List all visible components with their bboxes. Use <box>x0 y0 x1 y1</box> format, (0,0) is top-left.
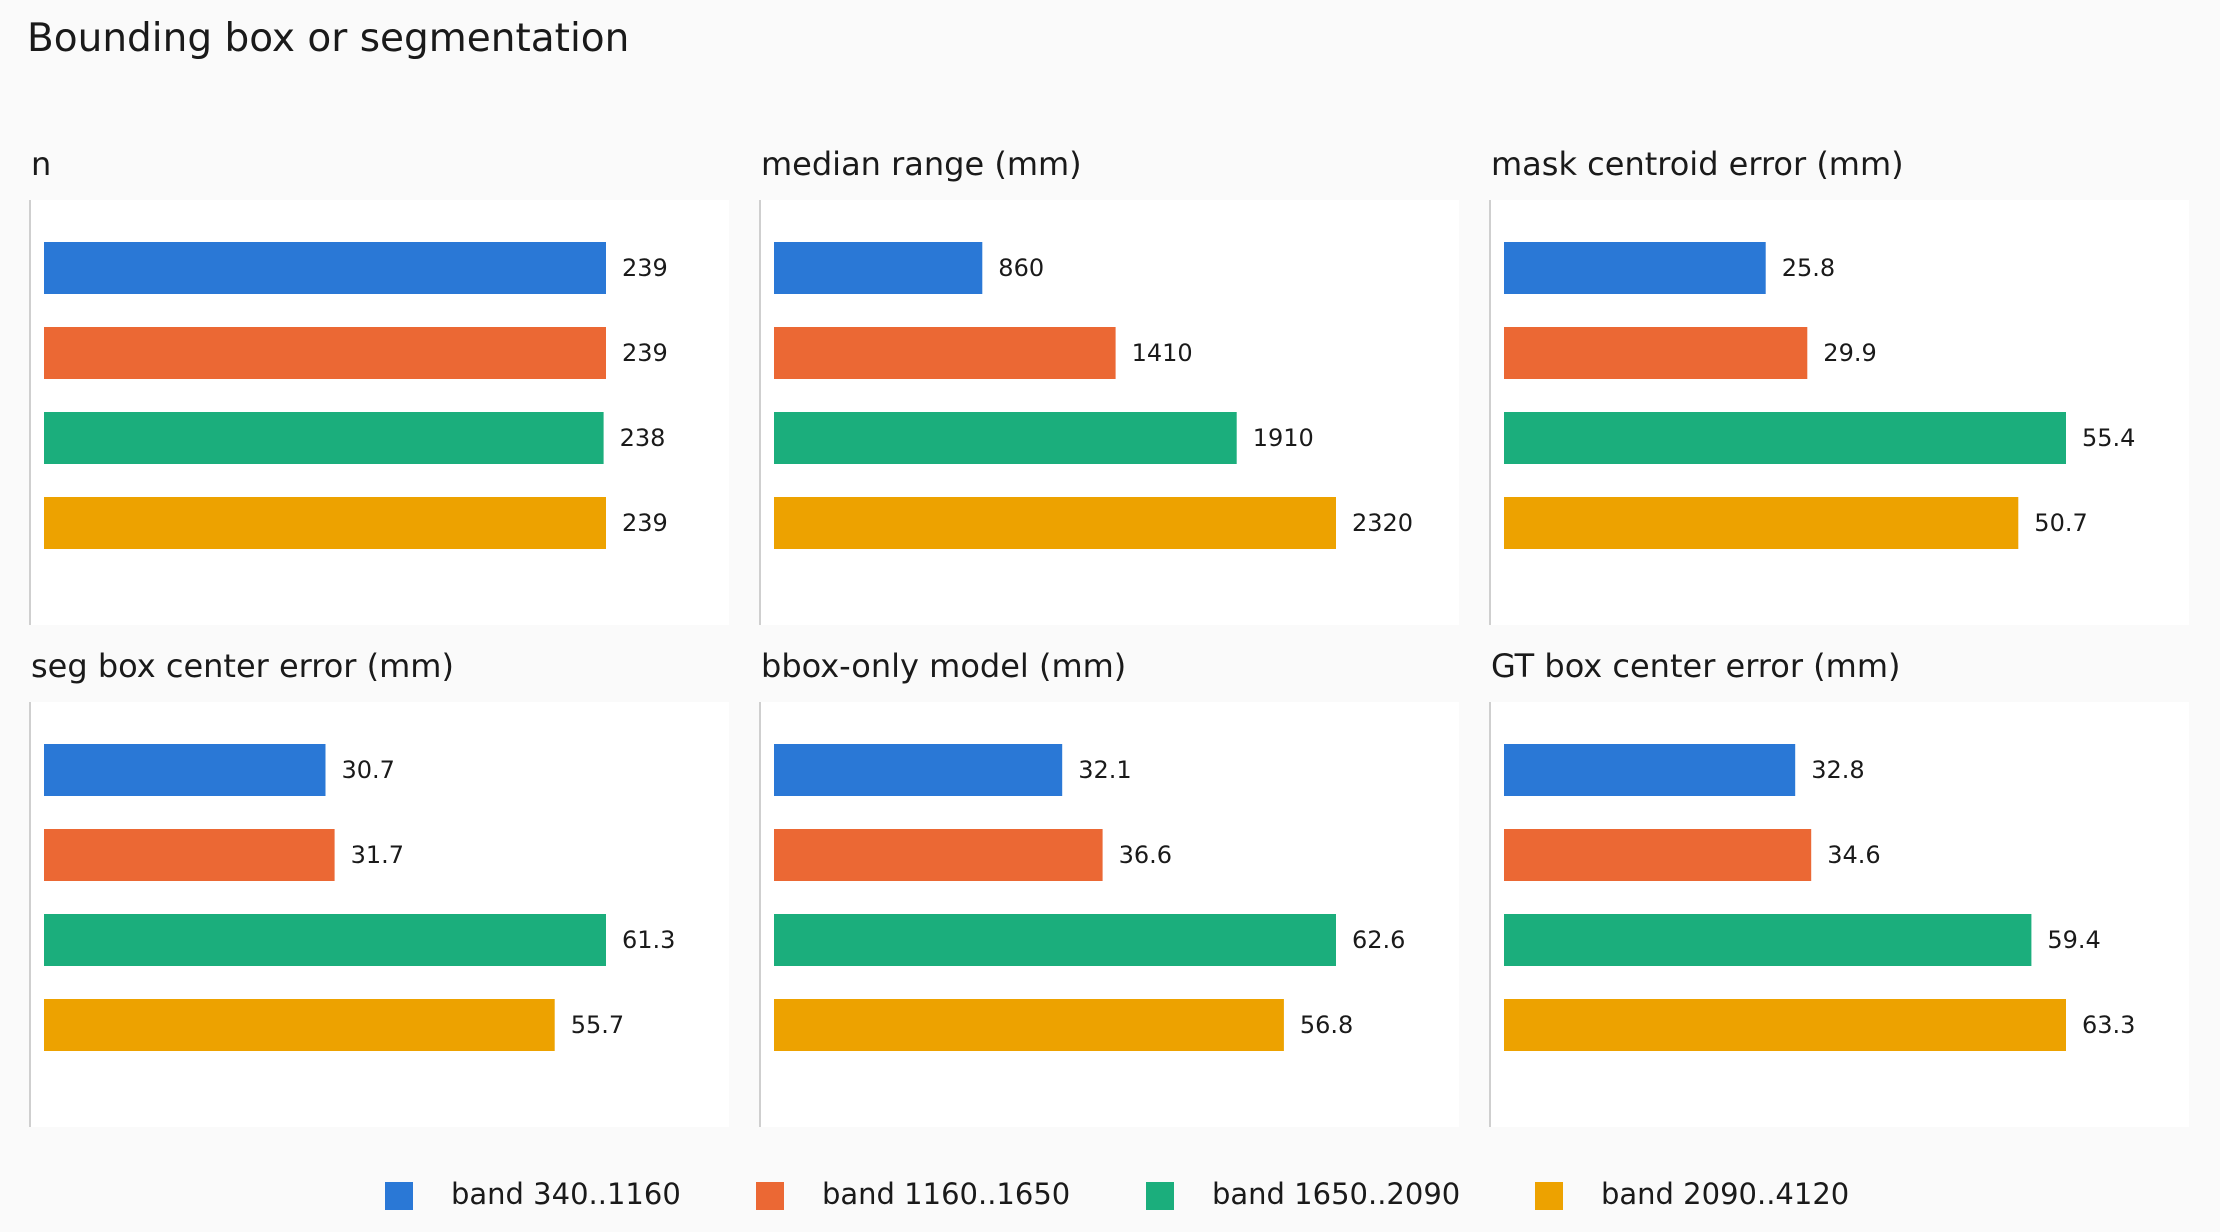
legend-label: band 2090..4120 <box>1601 1177 1850 1211</box>
legend-swatch <box>756 1182 784 1210</box>
panel-title: seg box center error (mm) <box>31 647 454 685</box>
panel-title: n <box>31 145 52 183</box>
chart-panel: median range (mm) 860 1410 1910 2320 <box>759 145 1459 635</box>
data-label: 50.7 <box>2034 509 2087 537</box>
figure-title: Bounding box or segmentation <box>27 16 630 61</box>
bar <box>774 242 983 294</box>
bar <box>44 242 606 294</box>
legend-swatch <box>1146 1182 1174 1210</box>
data-label: 239 <box>622 509 668 537</box>
bar-chart: 32.8 34.6 59.4 63.3 <box>1504 744 2135 1051</box>
data-label: 32.1 <box>1078 756 1131 784</box>
plot-area: 25.8 29.9 55.4 50.7 <box>1489 200 2189 625</box>
bar <box>1504 999 2066 1051</box>
data-label: 55.7 <box>571 1011 624 1039</box>
bar-chart: 30.7 31.7 61.3 55.7 <box>44 744 675 1051</box>
legend: band 340..1160 band 1160..1650 band 1650… <box>0 1175 2220 1215</box>
chart-panel: GT box center error (mm) 32.8 34.6 59.4 63.3 <box>1489 647 2189 1137</box>
data-label: 239 <box>622 339 668 367</box>
legend-label: band 1160..1650 <box>822 1177 1071 1211</box>
bar-chart: 860 1410 1910 2320 <box>774 242 1413 549</box>
legend-swatch <box>1535 1182 1563 1210</box>
data-label: 2320 <box>1352 509 1413 537</box>
panel-title: mask centroid error (mm) <box>1491 145 1904 183</box>
bar <box>1504 242 1766 294</box>
legend-label: band 340..1160 <box>451 1177 681 1211</box>
chart-panel: seg box center error (mm) 30.7 31.7 61.3 55.… <box>29 647 729 1137</box>
bar <box>1504 744 1796 796</box>
plot-area: 32.8 34.6 59.4 63.3 <box>1489 702 2189 1127</box>
data-label: 32.8 <box>1811 756 1864 784</box>
data-label: 56.8 <box>1300 1011 1353 1039</box>
bar <box>44 327 606 379</box>
bar <box>44 744 326 796</box>
bar-chart: 25.8 29.9 55.4 50.7 <box>1504 242 2135 549</box>
bar <box>44 829 335 881</box>
bar <box>1504 497 2019 549</box>
panel-title: median range (mm) <box>761 145 1082 183</box>
data-label: 29.9 <box>1823 339 1876 367</box>
panel-title: bbox-only model (mm) <box>761 647 1127 685</box>
bar <box>774 327 1116 379</box>
bar <box>44 497 606 549</box>
panel-title: GT box center error (mm) <box>1491 647 1901 685</box>
bar <box>1504 327 1808 379</box>
bar <box>44 999 555 1051</box>
bar <box>774 412 1237 464</box>
bar <box>1504 914 2032 966</box>
plot-area: 32.1 36.6 62.6 56.8 <box>759 702 1459 1127</box>
plot-area: 30.7 31.7 61.3 55.7 <box>29 702 729 1127</box>
bar <box>774 829 1103 881</box>
data-label: 36.6 <box>1119 841 1172 869</box>
chart-panel: bbox-only model (mm) 32.1 36.6 62.6 56.8 <box>759 647 1459 1137</box>
plot-area: 239 239 238 239 <box>29 200 729 625</box>
chart-panel: mask centroid error (mm) 25.8 29.9 55.4 50.7 <box>1489 145 2189 635</box>
data-label: 59.4 <box>2047 926 2100 954</box>
bar <box>774 497 1336 549</box>
chart-panel: n 239 239 238 239 <box>29 145 729 635</box>
bar <box>44 914 606 966</box>
plot-area: 860 1410 1910 2320 <box>759 200 1459 625</box>
bar <box>1504 412 2066 464</box>
data-label: 34.6 <box>1827 841 1880 869</box>
data-label: 31.7 <box>351 841 404 869</box>
data-label: 30.7 <box>342 756 395 784</box>
data-label: 1410 <box>1132 339 1193 367</box>
bar <box>774 744 1063 796</box>
bar-chart: 239 239 238 239 <box>44 242 668 549</box>
data-label: 25.8 <box>1782 254 1835 282</box>
legend-label: band 1650..2090 <box>1212 1177 1461 1211</box>
bar <box>44 412 604 464</box>
legend-swatch <box>385 1182 413 1210</box>
bar-chart: 32.1 36.6 62.6 56.8 <box>774 744 1405 1051</box>
bar <box>1504 829 1812 881</box>
data-label: 239 <box>622 254 668 282</box>
bar <box>774 999 1284 1051</box>
data-label: 55.4 <box>2082 424 2135 452</box>
data-label: 62.6 <box>1352 926 1405 954</box>
data-label: 860 <box>998 254 1044 282</box>
data-label: 1910 <box>1253 424 1314 452</box>
data-label: 63.3 <box>2082 1011 2135 1039</box>
bar <box>774 914 1336 966</box>
data-label: 61.3 <box>622 926 675 954</box>
data-label: 238 <box>620 424 666 452</box>
